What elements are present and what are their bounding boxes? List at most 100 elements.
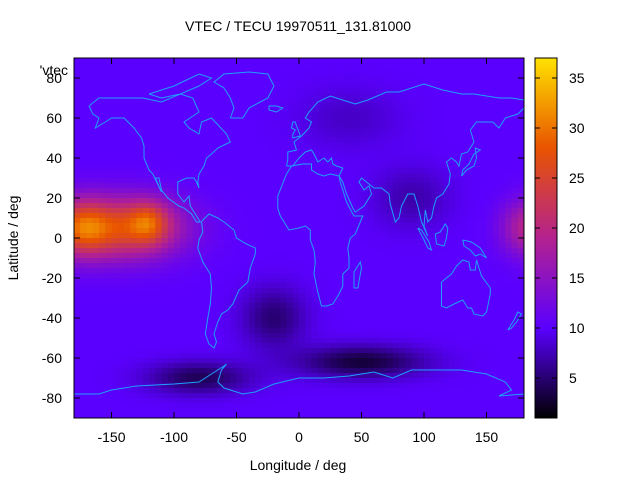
heatmap-cell xyxy=(480,123,488,129)
heatmap-cell xyxy=(430,348,438,354)
heatmap-cell xyxy=(305,138,313,144)
heatmap-cell xyxy=(224,383,231,389)
heatmap-cell xyxy=(392,153,400,159)
heatmap-cell xyxy=(192,63,200,69)
heatmap-cell xyxy=(124,268,131,274)
heatmap-cell xyxy=(267,248,275,254)
heatmap-cell xyxy=(517,178,524,184)
heatmap-cell xyxy=(92,108,100,114)
heatmap-cell xyxy=(117,243,125,249)
heatmap-cell xyxy=(386,338,394,344)
heatmap-cell xyxy=(367,198,375,204)
heatmap-cell xyxy=(149,353,156,359)
heatmap-cell xyxy=(449,263,456,269)
heatmap-cell xyxy=(399,358,406,364)
heatmap-cell xyxy=(386,263,394,269)
heatmap-cell xyxy=(311,178,319,184)
heatmap-cell xyxy=(261,383,269,389)
heatmap-cell xyxy=(417,348,425,354)
heatmap-cell xyxy=(461,318,469,324)
heatmap-cell xyxy=(105,193,113,199)
heatmap-cell xyxy=(217,238,225,244)
heatmap-cell xyxy=(361,88,369,94)
heatmap-cell xyxy=(417,88,425,94)
heatmap-cell xyxy=(292,158,300,164)
heatmap-cell xyxy=(205,208,213,214)
heatmap-cell xyxy=(305,288,313,294)
heatmap-cell xyxy=(380,263,388,269)
heatmap-cell xyxy=(136,338,144,344)
heatmap-cell xyxy=(217,188,225,194)
heatmap-cell xyxy=(505,358,513,364)
heatmap-cell xyxy=(424,273,431,279)
heatmap-cell xyxy=(474,93,481,99)
heatmap-cell xyxy=(461,293,469,299)
heatmap-cell xyxy=(342,348,350,354)
heatmap-cell xyxy=(461,108,469,114)
heatmap-cell xyxy=(399,243,406,249)
heatmap-cell xyxy=(417,158,425,164)
heatmap-cell xyxy=(299,208,306,214)
heatmap-cell xyxy=(311,318,319,324)
heatmap-cell xyxy=(124,373,131,379)
heatmap-cell xyxy=(124,283,131,289)
heatmap-cell xyxy=(361,93,369,99)
heatmap-cell xyxy=(136,358,144,364)
heatmap-cell xyxy=(324,248,331,254)
heatmap-cell xyxy=(86,168,94,174)
heatmap-cell xyxy=(136,163,144,169)
heatmap-cell xyxy=(392,188,400,194)
heatmap-cell xyxy=(505,283,513,289)
heatmap-cell xyxy=(499,328,506,334)
heatmap-cell xyxy=(130,278,138,284)
heatmap-cell xyxy=(155,238,163,244)
heatmap-cell xyxy=(511,388,519,394)
heatmap-cell xyxy=(230,203,238,209)
heatmap-cell xyxy=(199,298,206,304)
heatmap-cell xyxy=(317,68,325,74)
heatmap-cell xyxy=(342,93,350,99)
heatmap-cell xyxy=(517,278,524,284)
heatmap-cell xyxy=(217,348,225,354)
heatmap-cell xyxy=(355,63,363,69)
heatmap-cell xyxy=(330,68,338,74)
heatmap-cell xyxy=(480,148,488,154)
heatmap-cell xyxy=(286,303,294,309)
heatmap-cell xyxy=(517,273,524,279)
heatmap-cell xyxy=(480,363,488,369)
heatmap-cell xyxy=(392,348,400,354)
heatmap-cell xyxy=(86,88,94,94)
heatmap-cell xyxy=(130,133,138,139)
heatmap-cell xyxy=(317,268,325,274)
heatmap-cell xyxy=(136,353,144,359)
heatmap-cell xyxy=(336,258,344,264)
heatmap-cell xyxy=(355,263,363,269)
heatmap-cell xyxy=(399,278,406,284)
heatmap-cell xyxy=(324,213,331,219)
heatmap-cell xyxy=(342,303,350,309)
heatmap-cell xyxy=(355,108,363,114)
heatmap-cell xyxy=(274,278,281,284)
heatmap-cell xyxy=(461,173,469,179)
heatmap-cell xyxy=(330,393,338,399)
heatmap-cell xyxy=(92,168,100,174)
heatmap-cell xyxy=(399,228,406,234)
heatmap-cell xyxy=(280,138,288,144)
heatmap-cell xyxy=(511,238,519,244)
heatmap-cell xyxy=(405,158,413,164)
heatmap-cell xyxy=(417,133,425,139)
heatmap-cell xyxy=(430,93,438,99)
heatmap-cell xyxy=(317,58,325,64)
heatmap-cell xyxy=(217,63,225,69)
heatmap-cell xyxy=(99,308,106,314)
heatmap-cell xyxy=(486,143,494,149)
heatmap-cell xyxy=(211,68,219,74)
heatmap-cell xyxy=(274,333,281,339)
heatmap-cell xyxy=(274,353,281,359)
heatmap-cell xyxy=(142,233,150,239)
heatmap-cell xyxy=(149,283,156,289)
heatmap-cell xyxy=(367,313,375,319)
heatmap-cell xyxy=(86,208,94,214)
heatmap-cell xyxy=(317,138,325,144)
heatmap-cell xyxy=(224,218,231,224)
